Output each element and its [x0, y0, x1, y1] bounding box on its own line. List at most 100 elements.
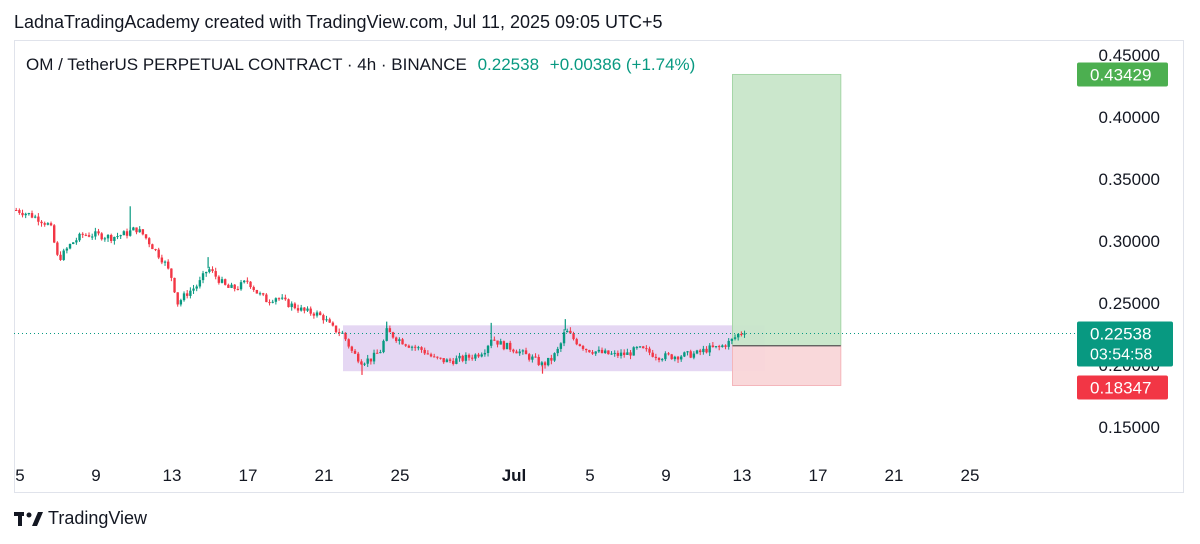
stop-loss-tag: 0.18347: [1090, 378, 1151, 397]
tradingview-brand[interactable]: TradingView: [14, 507, 147, 529]
candle-body: [27, 213, 31, 215]
candle-body: [550, 357, 553, 361]
candle-body: [597, 349, 601, 352]
x-tick-label: 9: [91, 466, 100, 485]
candle-body: [486, 345, 490, 353]
candle-body: [154, 249, 157, 251]
candle-body: [160, 257, 164, 263]
candle-body: [689, 351, 692, 358]
candle-body: [53, 225, 56, 243]
candle-body: [426, 353, 430, 355]
candle-body: [404, 344, 407, 346]
candle-body: [271, 301, 274, 303]
candle-body: [569, 330, 572, 334]
candle-body: [483, 352, 487, 355]
candle-body: [559, 343, 563, 349]
candle-body: [521, 350, 525, 352]
candle-body: [81, 233, 84, 235]
candle-body: [353, 350, 357, 354]
candle-body: [224, 279, 227, 285]
candle-body: [613, 352, 616, 354]
candle-body: [543, 362, 547, 366]
candle-body: [417, 347, 420, 349]
candle-body: [607, 350, 610, 355]
candle-body: [338, 332, 341, 334]
candle-body: [423, 349, 426, 354]
loss-zone[interactable]: [732, 345, 842, 386]
candle-body: [547, 357, 550, 366]
candle-body: [265, 294, 268, 303]
candle-body: [189, 290, 192, 296]
candle-body: [524, 350, 528, 355]
candle-body: [227, 284, 230, 288]
candle-body: [721, 345, 724, 348]
candle-body: [429, 354, 433, 357]
candle-body: [676, 356, 680, 360]
candle-body: [575, 339, 578, 345]
x-tick-label: 25: [961, 466, 980, 485]
candle-body: [78, 233, 81, 241]
candle-body: [657, 357, 661, 361]
candle-body: [737, 334, 740, 338]
candle-body: [94, 231, 97, 237]
consolidation-range-box[interactable]: [343, 325, 765, 372]
take-profit-tag-bg[interactable]: [1077, 62, 1168, 87]
current-price-tag-bg[interactable]: [1077, 321, 1173, 367]
candle-body: [619, 352, 623, 356]
candle-body: [122, 231, 126, 236]
candle-body: [642, 346, 645, 349]
candle-body: [372, 352, 376, 362]
candle-body: [414, 346, 417, 348]
candle-body: [331, 322, 335, 326]
candle-body: [395, 337, 398, 342]
candle-body: [195, 286, 198, 289]
candle-body: [208, 269, 211, 272]
candle-body: [391, 332, 395, 338]
chart-pane[interactable]: [14, 40, 1184, 493]
symbol-info[interactable]: OM / TetherUS PERPETUAL CONTRACT · 4h · …: [26, 55, 467, 74]
candle-body: [388, 328, 392, 333]
candle-body: [59, 254, 62, 260]
y-tick-label: 0.40000: [1099, 108, 1160, 127]
candle-body: [252, 287, 255, 290]
candle-body: [369, 358, 373, 362]
candle-body: [379, 352, 382, 354]
candle-body: [34, 216, 37, 218]
candle-body: [692, 353, 696, 358]
candle-body: [638, 346, 642, 348]
candle-body: [100, 233, 103, 240]
candle-body: [148, 238, 151, 245]
stop-loss-tag-bg[interactable]: [1077, 375, 1168, 400]
candle-body: [243, 280, 246, 283]
candle-body: [113, 236, 116, 241]
candle-body: [556, 348, 559, 354]
candle-body: [315, 312, 319, 316]
candle-body: [708, 345, 711, 353]
candle-body: [230, 284, 233, 288]
candle-body: [103, 238, 107, 240]
candle-body: [667, 353, 670, 355]
candle-body: [724, 345, 727, 347]
candle-body: [673, 356, 677, 360]
candle-body: [306, 308, 309, 311]
candle-body: [477, 354, 480, 357]
candle-body: [398, 339, 401, 342]
candle-body: [296, 308, 300, 311]
candle-body: [686, 351, 689, 353]
candle-body: [129, 230, 132, 236]
candle-body: [515, 351, 518, 354]
candle-body: [531, 356, 534, 360]
candle-body: [167, 261, 170, 269]
bar-countdown: 03:54:58: [1090, 347, 1152, 364]
candle-body: [151, 244, 154, 250]
candle-body: [287, 299, 290, 308]
candle-body: [448, 359, 452, 361]
candle-body: [192, 288, 195, 291]
candle-body: [173, 277, 176, 293]
candle-body: [344, 332, 347, 340]
candle-body: [357, 353, 360, 362]
profit-zone[interactable]: [732, 73, 842, 347]
candle-body: [401, 339, 404, 345]
x-tick-label: 21: [885, 466, 904, 485]
